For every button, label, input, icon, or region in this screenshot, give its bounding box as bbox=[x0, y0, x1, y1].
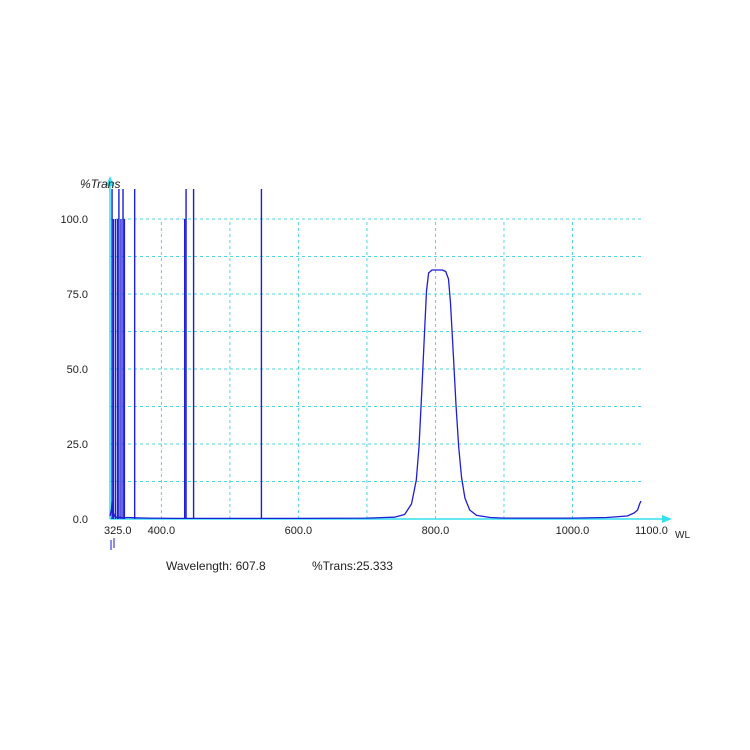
x-axis-arrow bbox=[662, 515, 672, 523]
y-tick-label: 25.0 bbox=[67, 439, 88, 451]
y-axis-arrow bbox=[106, 176, 114, 186]
data-series bbox=[109, 189, 642, 520]
x-tick-label: 400.0 bbox=[148, 525, 176, 537]
tick-labels: 0.0 25.0 50.0 75.0 100.0 325.0 400.0 600.0 800.0… bbox=[60, 214, 667, 537]
y-axis-title: %Trans bbox=[80, 177, 120, 191]
wavelength-label: Wavelength: bbox=[166, 559, 233, 573]
axes bbox=[106, 176, 672, 550]
y-tick-label: 0.0 bbox=[73, 514, 88, 526]
x-tick-label: 325.0 bbox=[104, 525, 132, 537]
y-tick-label: 50.0 bbox=[67, 364, 88, 376]
y-tick-label: 100.0 bbox=[60, 214, 88, 226]
y-tick-label: 75.0 bbox=[67, 289, 88, 301]
wavelength-value: 607.8 bbox=[235, 559, 266, 573]
trans-readout: %Trans:25.333 bbox=[312, 559, 393, 573]
x-tick-label: 600.0 bbox=[285, 525, 313, 537]
x-tick-label: 1100.0 bbox=[635, 525, 668, 537]
trans-value: 25.333 bbox=[356, 559, 393, 573]
grid-lines bbox=[110, 218, 641, 519]
x-tick-label: 1000.0 bbox=[556, 525, 590, 537]
wavelength-readout: Wavelength: 607.8 bbox=[166, 559, 266, 573]
x-axis-title: WL bbox=[675, 530, 690, 541]
trans-label: %Trans: bbox=[312, 559, 357, 573]
x-tick-label: 800.0 bbox=[422, 525, 450, 537]
